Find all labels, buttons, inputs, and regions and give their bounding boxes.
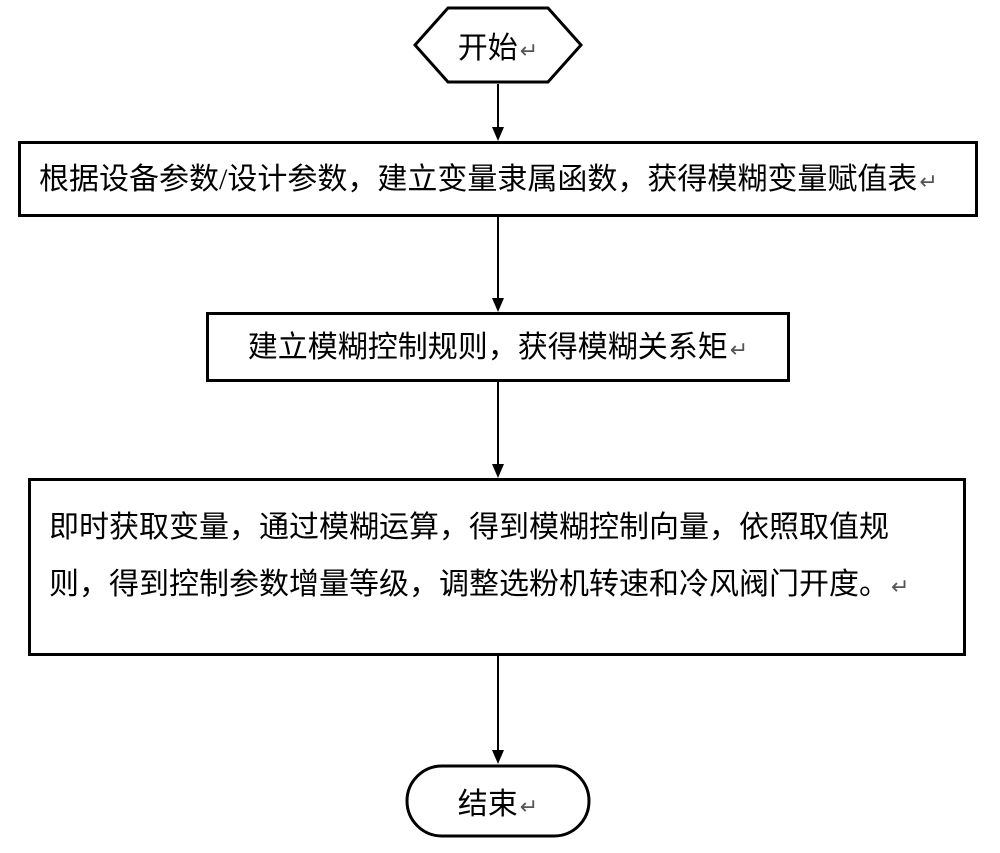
end-label: 结束↵ [458, 779, 538, 823]
end-node: 结束↵ [405, 764, 591, 838]
return-mark-icon: ↵ [730, 337, 748, 362]
step2-label: 建立模糊控制规则，获得模糊关系矩↵ [248, 319, 748, 376]
step2-node: 建立模糊控制规则，获得模糊关系矩↵ [206, 312, 790, 382]
return-mark-icon: ↵ [919, 169, 937, 194]
arrow-1 [490, 84, 506, 141]
end-label-text: 结束 [458, 788, 518, 821]
step3-label: 即时获取变量，通过模糊运算，得到模糊控制向量，依照取值规 则，得到控制参数增量等… [49, 499, 909, 613]
return-mark-icon: ↵ [520, 38, 538, 63]
return-mark-icon: ↵ [891, 574, 909, 599]
step1-label: 根据设备参数/设计参数，建立变量隶属函数，获得模糊变量赋值表↵ [39, 151, 938, 208]
flowchart-canvas: 开始↵ 根据设备参数/设计参数，建立变量隶属函数，获得模糊变量赋值表↵ 建立模糊… [0, 0, 1000, 853]
step3-label-line1: 即时获取变量，通过模糊运算，得到模糊控制向量，依照取值规 [49, 511, 889, 544]
step1-label-text: 根据设备参数/设计参数，建立变量隶属函数，获得模糊变量赋值表 [39, 163, 917, 196]
step3-label-line2: 则，得到控制参数增量等级，调整选粉机转速和冷风阀门开度。 [49, 568, 889, 601]
step1-node: 根据设备参数/设计参数，建立变量隶属函数，获得模糊变量赋值表↵ [18, 141, 978, 217]
step2-label-text: 建立模糊控制规则，获得模糊关系矩 [248, 331, 728, 364]
start-label-text: 开始 [458, 32, 518, 65]
arrow-3 [490, 382, 506, 478]
start-label: 开始↵ [458, 23, 538, 67]
return-mark-icon: ↵ [520, 794, 538, 819]
arrow-4 [490, 656, 506, 764]
step3-node: 即时获取变量，通过模糊运算，得到模糊控制向量，依照取值规 则，得到控制参数增量等… [28, 478, 966, 656]
arrow-2 [490, 217, 506, 312]
start-node: 开始↵ [413, 6, 583, 84]
